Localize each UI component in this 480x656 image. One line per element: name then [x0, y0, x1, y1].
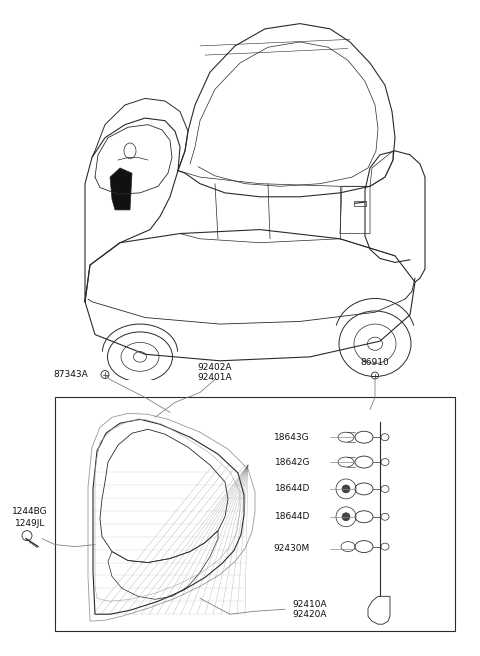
Text: 92430M: 92430M [274, 544, 310, 553]
Text: 86910: 86910 [360, 358, 389, 367]
Polygon shape [110, 168, 132, 210]
Text: 18644D: 18644D [275, 512, 310, 522]
Bar [354, 201, 366, 206]
Text: 87343A: 87343A [53, 370, 88, 379]
Circle shape [342, 513, 350, 521]
Text: 92402A: 92402A [198, 363, 232, 372]
Text: 18642G: 18642G [275, 457, 310, 466]
Circle shape [342, 485, 350, 493]
Bar [55, 398, 455, 631]
Text: 92401A: 92401A [198, 373, 232, 382]
Text: 1249JL: 1249JL [15, 519, 45, 528]
Text: 18643G: 18643G [275, 433, 310, 441]
Text: 1244BG: 1244BG [12, 507, 48, 516]
Text: 92420A: 92420A [293, 609, 327, 619]
Text: 18644D: 18644D [275, 484, 310, 493]
Text: 92410A: 92410A [293, 600, 327, 609]
